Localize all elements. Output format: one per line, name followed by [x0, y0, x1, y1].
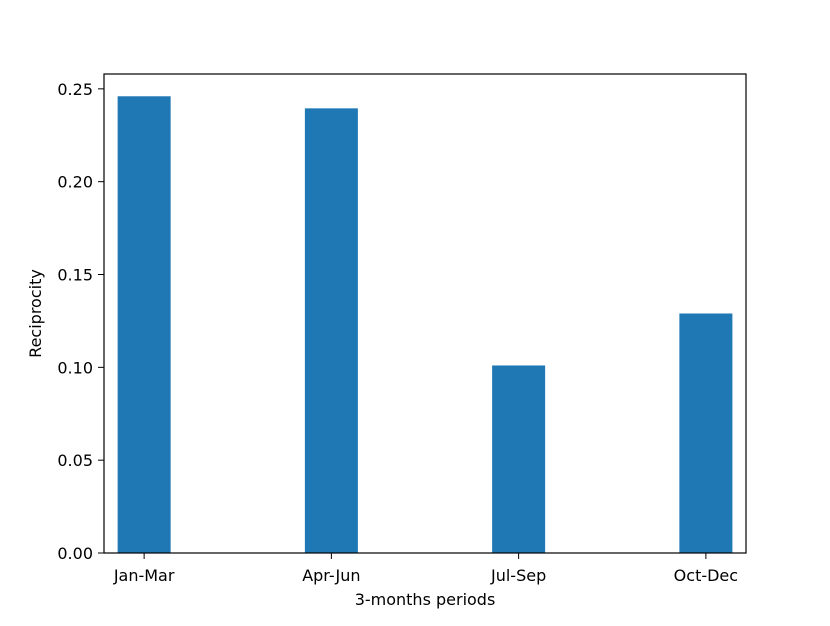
y-tick-label: 0.05 — [57, 451, 93, 470]
plot-area-frame — [103, 73, 747, 554]
y-tick-label: 0.20 — [57, 173, 93, 192]
x-tick-label: Oct-Dec — [674, 566, 738, 585]
y-axis-label: Reciprocity — [26, 269, 45, 358]
x-axis-label: 3-months periods — [355, 590, 496, 609]
x-tick-label: Jan-Mar — [113, 566, 175, 585]
bar-apr-jun — [304, 108, 358, 553]
bar-jul-sep — [492, 365, 546, 553]
x-tick-label: Jul-Sep — [490, 566, 546, 585]
y-tick-label: 0.15 — [57, 266, 93, 285]
bar-oct-dec — [679, 313, 733, 553]
y-tick-label: 0.00 — [57, 544, 93, 563]
y-tick-label: 0.10 — [57, 358, 93, 377]
x-tick-label: Apr-Jun — [302, 566, 360, 585]
y-tick-label: 0.25 — [57, 80, 93, 99]
bars-layer — [117, 96, 733, 553]
y-axis-ticks: 0.00 0.05 0.10 0.15 0.20 0.25 — [57, 80, 104, 563]
x-axis-ticks: Jan-Mar Apr-Jun Jul-Sep Oct-Dec — [113, 553, 738, 585]
bar-jan-mar — [117, 96, 171, 553]
